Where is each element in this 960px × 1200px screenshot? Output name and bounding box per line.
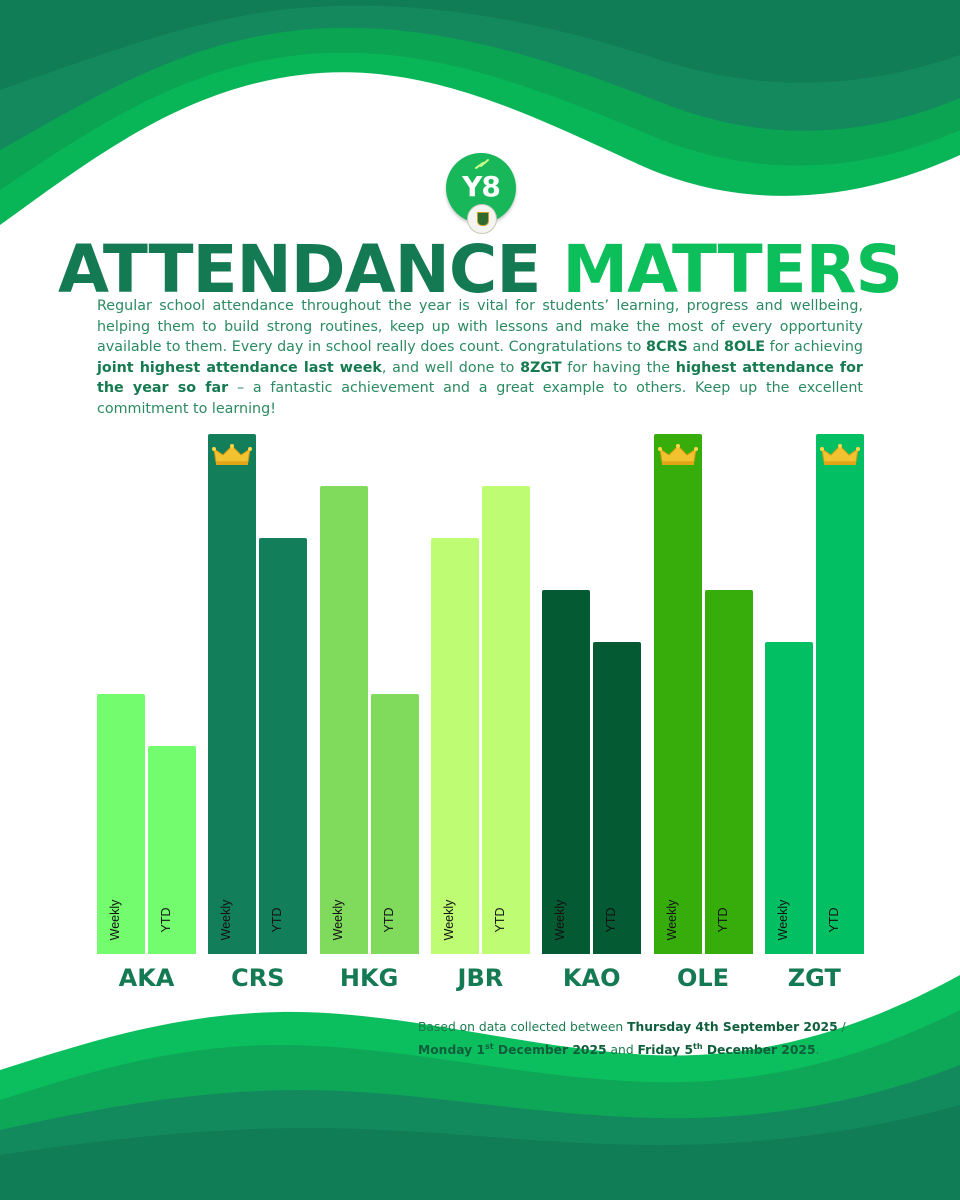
intro-bold: highest attendance for the year so far [97, 359, 863, 397]
bar-series-label: YTD [159, 907, 173, 933]
intro-text: – a fantastic achievement and a great ex… [97, 380, 863, 417]
bar-ole-weekly [653, 434, 702, 954]
category-label-aka: AKA [118, 964, 175, 992]
bar-jbr-weekly [430, 538, 479, 954]
bar-series-label: Weekly [108, 899, 122, 941]
title-part-2: MATTERS [562, 231, 903, 308]
bar-series-label: YTD [715, 907, 730, 933]
bar-series-label: YTD [826, 907, 841, 933]
bar-zgt-ytd [815, 434, 864, 954]
footnote-text: / [837, 1020, 846, 1034]
bar-ole-ytd [704, 590, 753, 954]
footnote-text: and [606, 1043, 638, 1058]
crown-icon [657, 444, 698, 465]
intro-text: Regular school attendance throughout the… [97, 298, 863, 356]
intro-text: for achieving [765, 339, 863, 356]
category-label-ole: OLE [676, 964, 730, 992]
crest-shield-icon [477, 212, 489, 226]
crown-icon [819, 444, 860, 465]
category-label-hkg: HKG [339, 964, 399, 992]
category-label-zgt: ZGT [787, 964, 841, 992]
crown-icon [212, 444, 253, 465]
title-part-1: ATTENDANCE [57, 231, 541, 308]
footnote-text: . [815, 1043, 820, 1058]
bar-series-label: Weekly [553, 899, 568, 941]
bar-series-label: YTD [492, 907, 507, 933]
bar-zgt-weekly [764, 642, 813, 954]
category-label-kao: KAO [562, 964, 621, 992]
intro-bold: joint highest attendance last week [97, 359, 382, 376]
bar-jbr-ytd [481, 486, 530, 954]
bar-kao-weekly [542, 590, 591, 954]
intro-text: , and well done to [381, 359, 521, 376]
intro-bold: 8ZGT [520, 359, 562, 376]
intro-bold: 8OLE [724, 339, 765, 356]
footnote-date: Monday 1st December 2025 [418, 1042, 607, 1058]
bar-crs-weekly [208, 434, 257, 954]
footnote-date: Friday 5th December 2025 [637, 1042, 816, 1058]
spark-icon [475, 159, 489, 169]
category-label-crs: CRS [231, 964, 285, 992]
bar-series-label: Weekly [664, 899, 679, 941]
intro-bold: 8CRS [646, 339, 688, 356]
intro-text: and [687, 339, 725, 356]
footnote-text: Based on data collected between [418, 1020, 628, 1034]
footnote-date: Thursday 4th September 2025 [627, 1020, 838, 1034]
bar-series-label: Weekly [219, 899, 234, 941]
data-footnote: Based on data collected between Thursday… [418, 1018, 858, 1060]
bar-crs-ytd [259, 538, 308, 954]
category-label-jbr: JBR [457, 964, 504, 992]
bar-series-label: YTD [381, 907, 396, 933]
bar-series-label: Weekly [330, 899, 345, 941]
intro-text: for having the [561, 359, 676, 376]
bar-hkg-ytd [370, 694, 419, 954]
bar-kao-ytd [593, 642, 642, 954]
bar-hkg-weekly [319, 486, 368, 954]
bar-series-label: Weekly [441, 899, 456, 941]
page-title: ATTENDANCE MATTERS [0, 234, 960, 306]
bar-series-label: YTD [604, 907, 619, 933]
bar-series-label: YTD [270, 907, 285, 933]
bar-aka-ytd [148, 746, 196, 954]
bar-aka-weekly [97, 694, 145, 954]
bar-series-label: Weekly [775, 899, 790, 941]
school-crest-icon [467, 204, 497, 234]
intro-paragraph: Regular school attendance throughout the… [97, 296, 863, 420]
year-badge-text: Y8 [462, 170, 501, 203]
